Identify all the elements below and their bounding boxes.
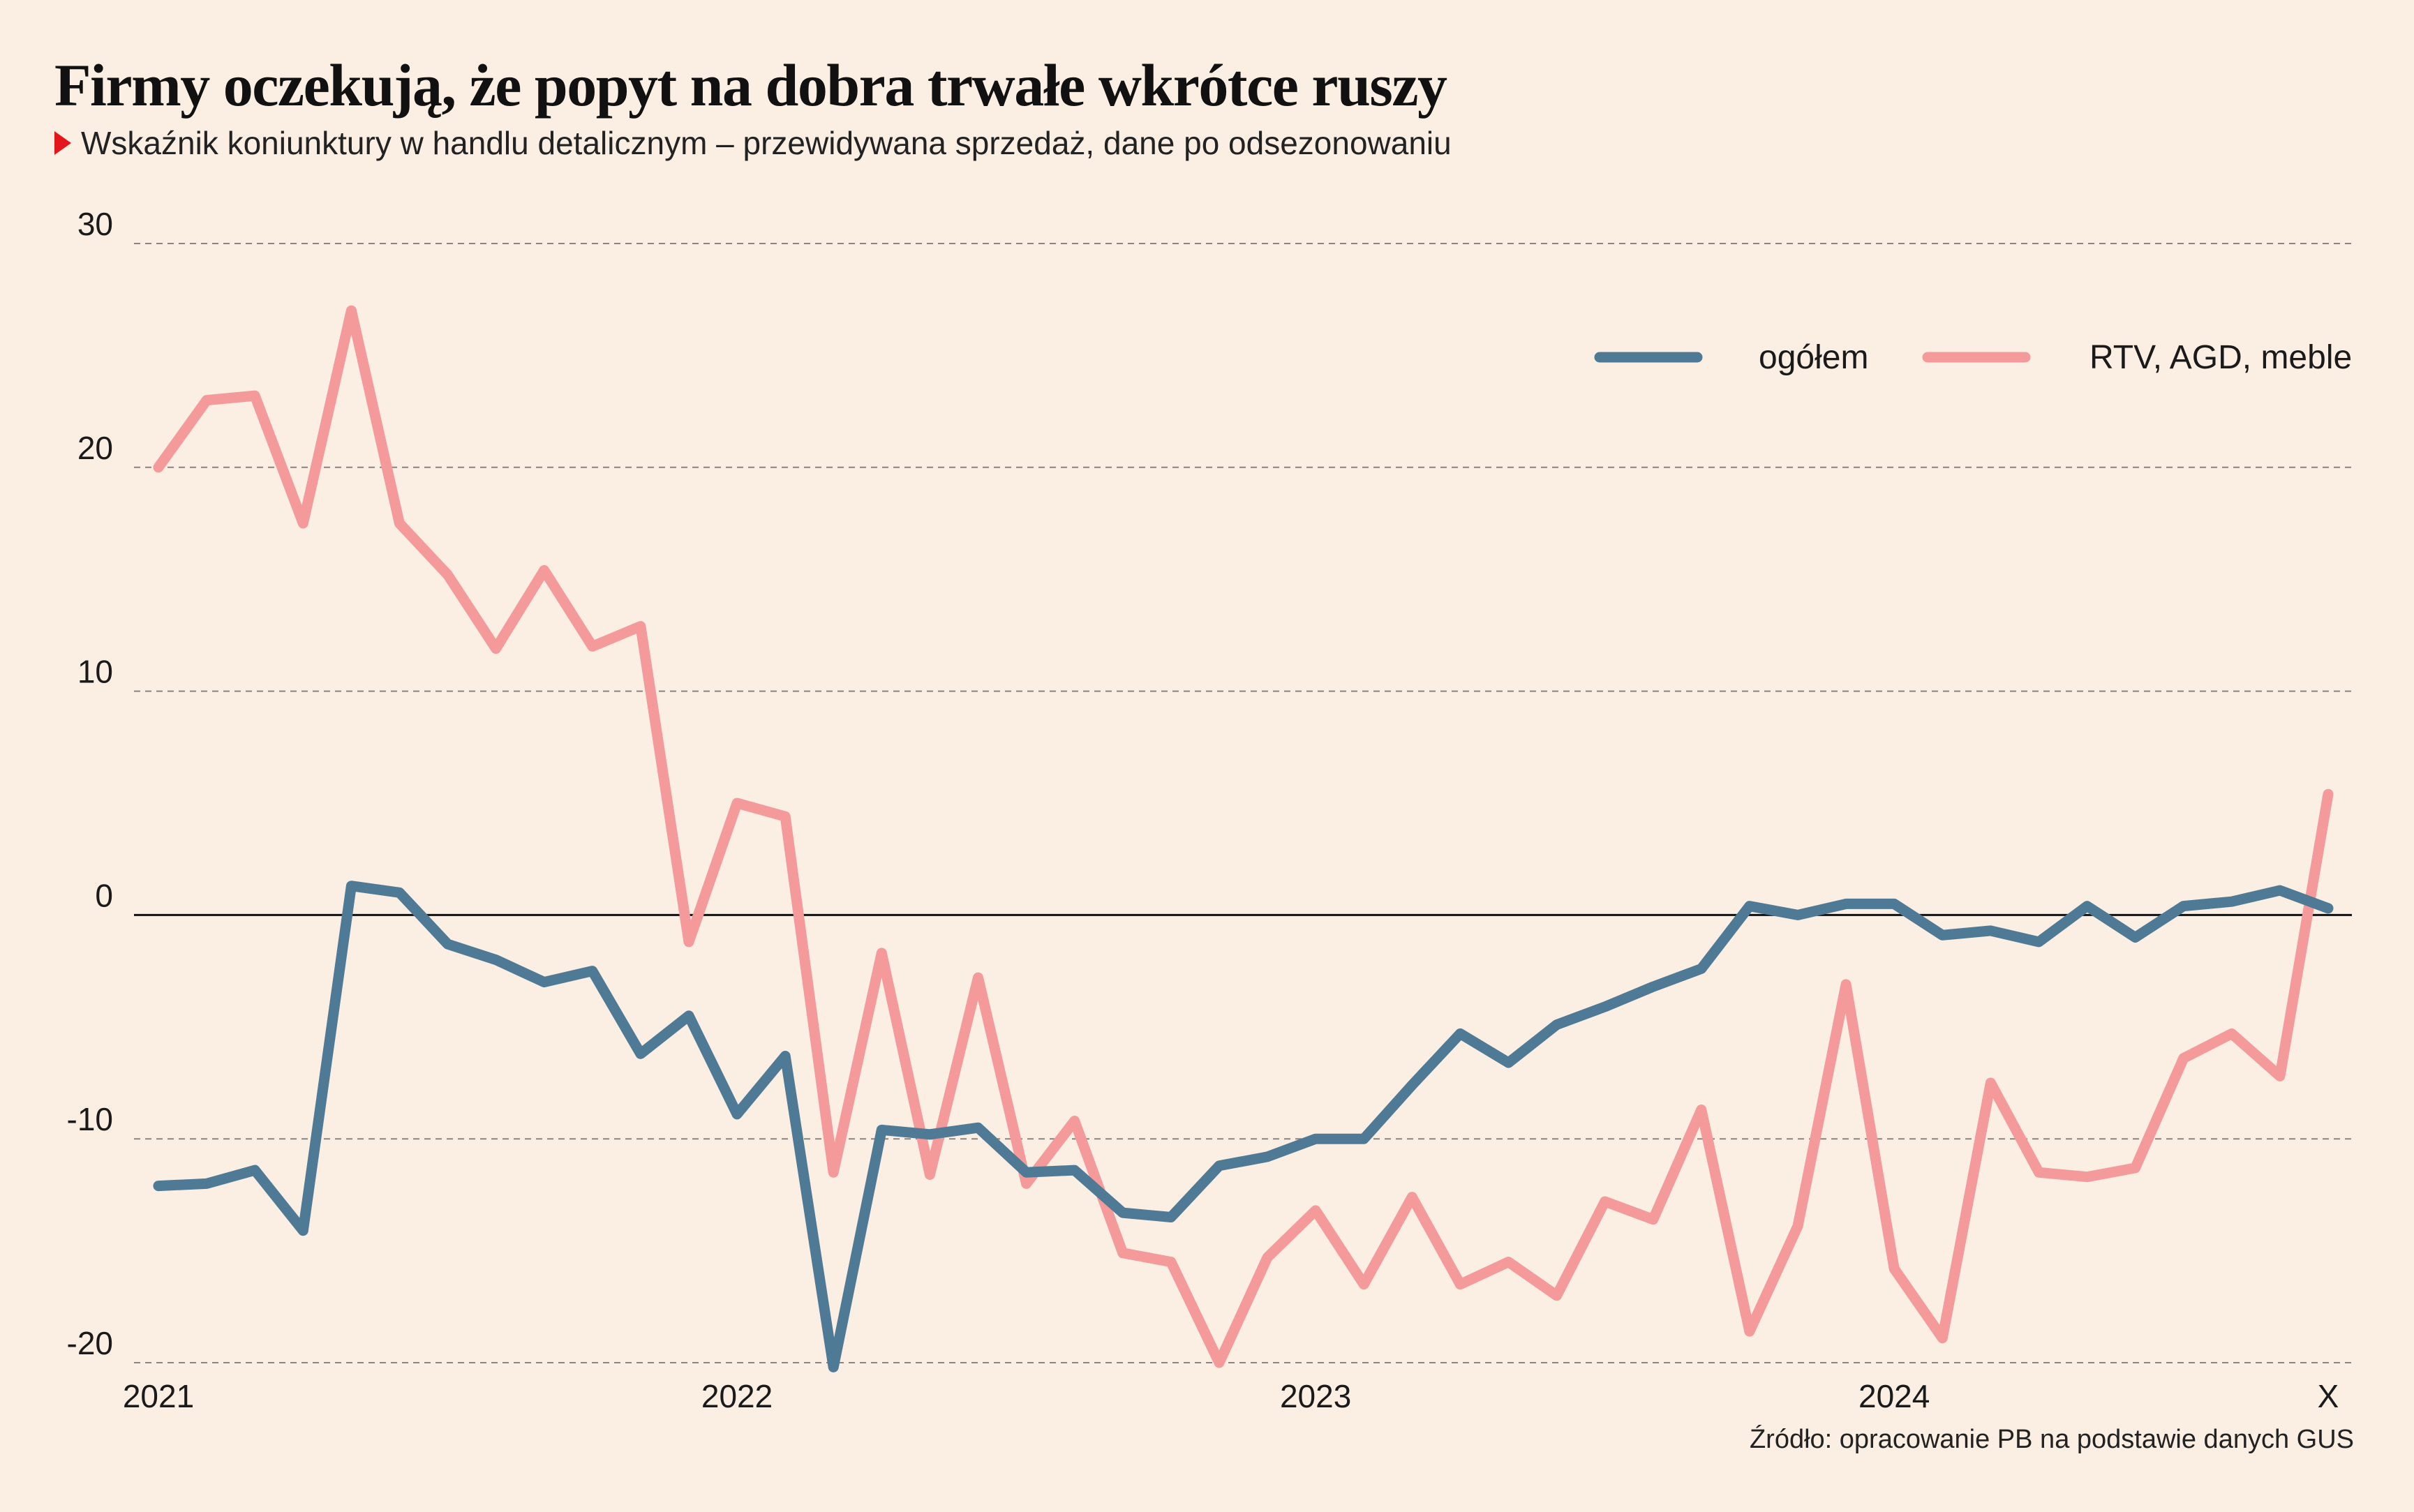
legend-label: ogółem	[1759, 339, 1868, 376]
x-tick-label: 2022	[701, 1378, 773, 1414]
y-tick-label: -10	[67, 1101, 113, 1137]
x-tick-label: 2023	[1280, 1378, 1351, 1414]
x-tick-label: 2021	[123, 1378, 194, 1414]
red-triangle-marker-icon	[54, 131, 71, 155]
y-axis-tick-labels: 30 20 10 0 -10 -20	[67, 206, 113, 1361]
x-tick-label: 2024	[1858, 1378, 1930, 1414]
y-tick-label: 20	[77, 430, 113, 466]
series-line	[153, 881, 2334, 1372]
chart-subtitle: Wskaźnik koniunktury w handlu detaliczny…	[54, 124, 1452, 162]
data-series	[153, 305, 2334, 1372]
y-tick-label: 0	[95, 877, 113, 913]
x-axis-tick-labels: 2021 2022 2023 2024 X	[123, 1378, 2339, 1414]
series-line	[153, 305, 2334, 1368]
legend: ogółem RTV, AGD, meble	[1594, 339, 2352, 376]
y-tick-label: -20	[67, 1325, 113, 1361]
chart-title: Firmy oczekują, że popyt na dobra trwałe…	[54, 52, 1447, 119]
y-tick-label: 30	[77, 206, 113, 242]
legend-label: RTV, AGD, meble	[2089, 339, 2352, 376]
chart-subtitle-text: Wskaźnik koniunktury w handlu detaliczny…	[81, 125, 1452, 161]
x-tick-label: X	[2318, 1378, 2339, 1414]
source-note: Źródło: opracowanie PB na podstawie dany…	[1749, 1425, 2354, 1454]
grid-lines	[134, 243, 2352, 1363]
y-tick-label: 10	[77, 654, 113, 690]
